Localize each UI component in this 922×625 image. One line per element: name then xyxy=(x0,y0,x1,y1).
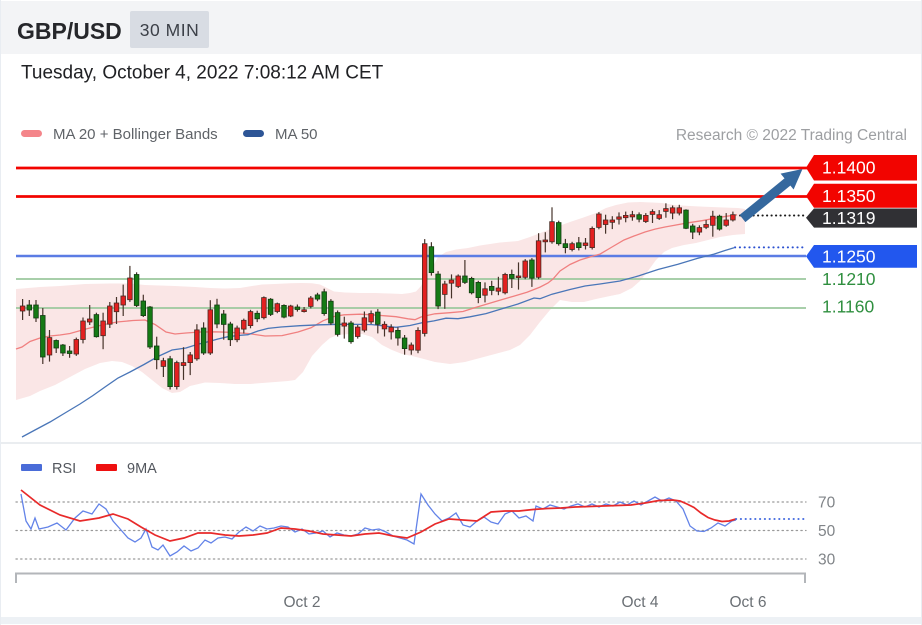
svg-text:Oct 4: Oct 4 xyxy=(621,594,658,611)
svg-text:30 MIN: 30 MIN xyxy=(140,20,199,40)
svg-text:Oct 6: Oct 6 xyxy=(729,594,766,611)
svg-text:1.1319: 1.1319 xyxy=(822,208,876,228)
svg-text:GBP/USD: GBP/USD xyxy=(17,18,122,44)
svg-text:MA 50: MA 50 xyxy=(275,126,318,143)
svg-text:1.1400: 1.1400 xyxy=(822,158,876,178)
svg-text:30: 30 xyxy=(818,552,836,569)
svg-text:RSI: RSI xyxy=(52,461,76,477)
svg-text:9MA: 9MA xyxy=(127,461,157,477)
svg-text:Oct 2: Oct 2 xyxy=(283,594,320,611)
svg-text:Research © 2022 Trading Centra: Research © 2022 Trading Central xyxy=(676,127,907,144)
svg-text:50: 50 xyxy=(818,523,836,540)
svg-text:Tuesday, October 4, 2022 7:08:: Tuesday, October 4, 2022 7:08:12 AM CET xyxy=(21,63,384,84)
svg-text:1.1160: 1.1160 xyxy=(822,297,874,317)
svg-text:MA 20 + Bollinger Bands: MA 20 + Bollinger Bands xyxy=(53,126,218,143)
svg-text:70: 70 xyxy=(818,495,836,512)
svg-text:1.1250: 1.1250 xyxy=(822,246,876,266)
svg-text:1.1350: 1.1350 xyxy=(822,186,876,206)
svg-text:1.1210: 1.1210 xyxy=(822,269,876,289)
